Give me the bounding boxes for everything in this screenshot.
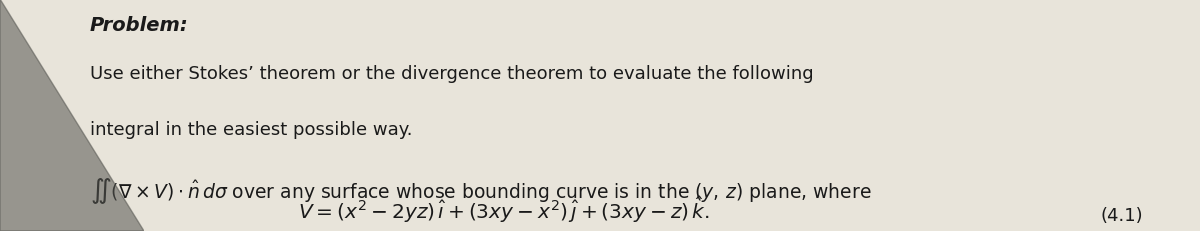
Text: integral in the easiest possible way.: integral in the easiest possible way. [90, 120, 413, 138]
Text: $\iint(\nabla \times V) \cdot \hat{n}\,d\sigma$ over any surface whose bounding : $\iint(\nabla \times V) \cdot \hat{n}\,d… [90, 176, 871, 205]
Text: Use either Stokes’ theorem or the divergence theorem to evaluate the following: Use either Stokes’ theorem or the diverg… [90, 65, 814, 83]
Text: (4.1): (4.1) [1100, 206, 1144, 224]
Text: $V = (x^2 - 2yz)\,\hat{\imath} + (3xy - x^2)\,\hat{\jmath} + (3xy - z)\,\hat{k}.: $V = (x^2 - 2yz)\,\hat{\imath} + (3xy - … [298, 194, 710, 224]
Text: Problem:: Problem: [90, 16, 188, 35]
Polygon shape [0, 0, 144, 231]
